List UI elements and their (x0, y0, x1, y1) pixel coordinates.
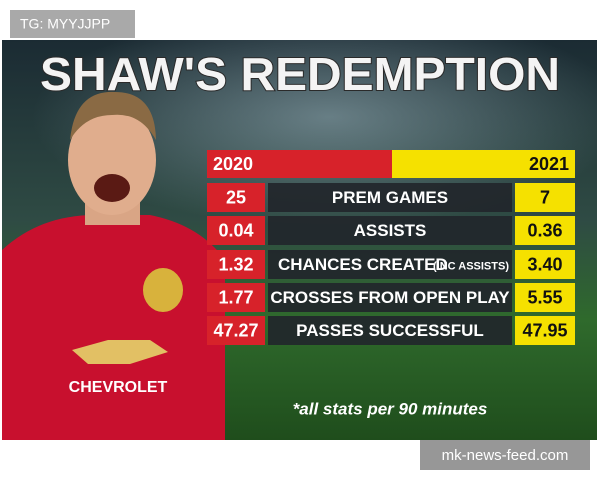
value-2021: 3.40 (527, 254, 562, 274)
left-cell (207, 250, 265, 279)
left-cell (207, 283, 265, 312)
right-cell (515, 183, 575, 212)
left-cell (207, 316, 265, 345)
label-cell (268, 216, 512, 245)
stat-note: (INC ASSISTS) (433, 260, 509, 272)
value-2021: 7 (540, 187, 550, 207)
stat-label: CHANCES CREATED (278, 255, 448, 274)
value-2021: 47.95 (522, 320, 567, 340)
label-cell (268, 250, 512, 279)
player (2, 91, 225, 440)
stat-label: PASSES SUCCESSFUL (296, 321, 484, 340)
right-cell (515, 250, 575, 279)
footnote: *all stats per 90 minutes (293, 399, 488, 418)
right-cell (515, 283, 575, 312)
source-box (420, 440, 590, 470)
left-cell (207, 183, 265, 212)
header-label: 2021 (529, 154, 569, 174)
value-2020: 25 (226, 187, 246, 207)
value-2021: 5.55 (527, 287, 562, 307)
header-label: 2020 (213, 154, 253, 174)
header-2021 (392, 150, 575, 178)
right-cell (515, 316, 575, 345)
stat-label: PREM GAMES (332, 188, 448, 207)
watermark-box (10, 10, 135, 38)
label-cell (268, 316, 512, 345)
watermark: TG: MYYJJPP (20, 16, 110, 32)
value-2020: 1.32 (218, 254, 253, 274)
value-2020: 0.04 (218, 220, 253, 240)
source: mk-news-feed.com (442, 447, 569, 464)
label-cell (268, 183, 512, 212)
left-cell (207, 216, 265, 245)
stats-table: 2020 2021 25 7 PREM GAMES 0.04 0.36 ASSISTS 1.32… (207, 150, 575, 345)
stat-label: ASSISTS (354, 221, 427, 240)
shirt-sponsor: CHEVROLET (69, 379, 168, 396)
value-2020: 47.27 (213, 320, 258, 340)
header-2020 (207, 150, 392, 178)
value-2021: 0.36 (527, 220, 562, 240)
value-2020: 1.77 (218, 287, 253, 307)
stat-label: CROSSES FROM OPEN PLAY (270, 288, 510, 307)
right-cell (515, 216, 575, 245)
title: SHAW'S REDEMPTION (40, 48, 560, 100)
label-cell (268, 283, 512, 312)
